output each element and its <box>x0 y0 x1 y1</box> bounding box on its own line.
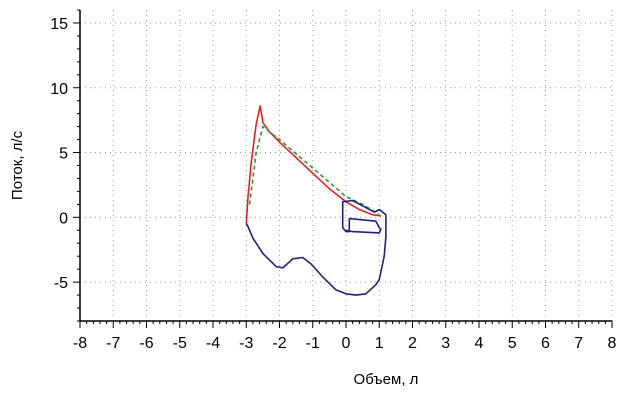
series-group <box>245 105 387 296</box>
tick-labels: -8 -7 -6 -5 -4 -3 -2 -1 0 1 2 3 4 5 6 7 8 15 10 5 0 -5 <box>50 16 616 352</box>
series-line-1 <box>245 105 382 224</box>
series-line-2 <box>248 125 380 216</box>
series-line-3 <box>245 199 387 296</box>
x-tick-label: -2 <box>272 335 286 352</box>
x-tick-label: 0 <box>342 335 351 352</box>
x-tick-label: -1 <box>306 335 320 352</box>
y-tick-label: 0 <box>59 210 68 227</box>
y-tick-label: 15 <box>50 16 68 33</box>
x-tick-label: 1 <box>375 335 384 352</box>
x-tick-label: -5 <box>173 335 187 352</box>
x-tick-label: 2 <box>408 335 417 352</box>
x-tick-label: 3 <box>441 335 450 352</box>
y-tick-label: -5 <box>54 275 68 292</box>
x-tick-label: 4 <box>475 335 484 352</box>
x-tick-label: -8 <box>73 335 87 352</box>
y-tick-label: 5 <box>59 146 68 163</box>
grid <box>79 10 613 321</box>
y-tick-label: 10 <box>50 81 68 98</box>
y-axis-title: Поток, л/с <box>9 130 26 200</box>
x-tick-label: 8 <box>608 335 617 352</box>
x-tick-label: -7 <box>106 335 120 352</box>
axes <box>73 9 613 328</box>
x-tick-label: -4 <box>206 335 220 352</box>
x-tick-label: 6 <box>541 335 550 352</box>
x-tick-label: 7 <box>574 335 583 352</box>
x-tick-label: 5 <box>508 335 517 352</box>
x-axis-title: Объем, л <box>354 371 419 388</box>
x-tick-label: -3 <box>239 335 253 352</box>
x-tick-label: -6 <box>139 335 153 352</box>
